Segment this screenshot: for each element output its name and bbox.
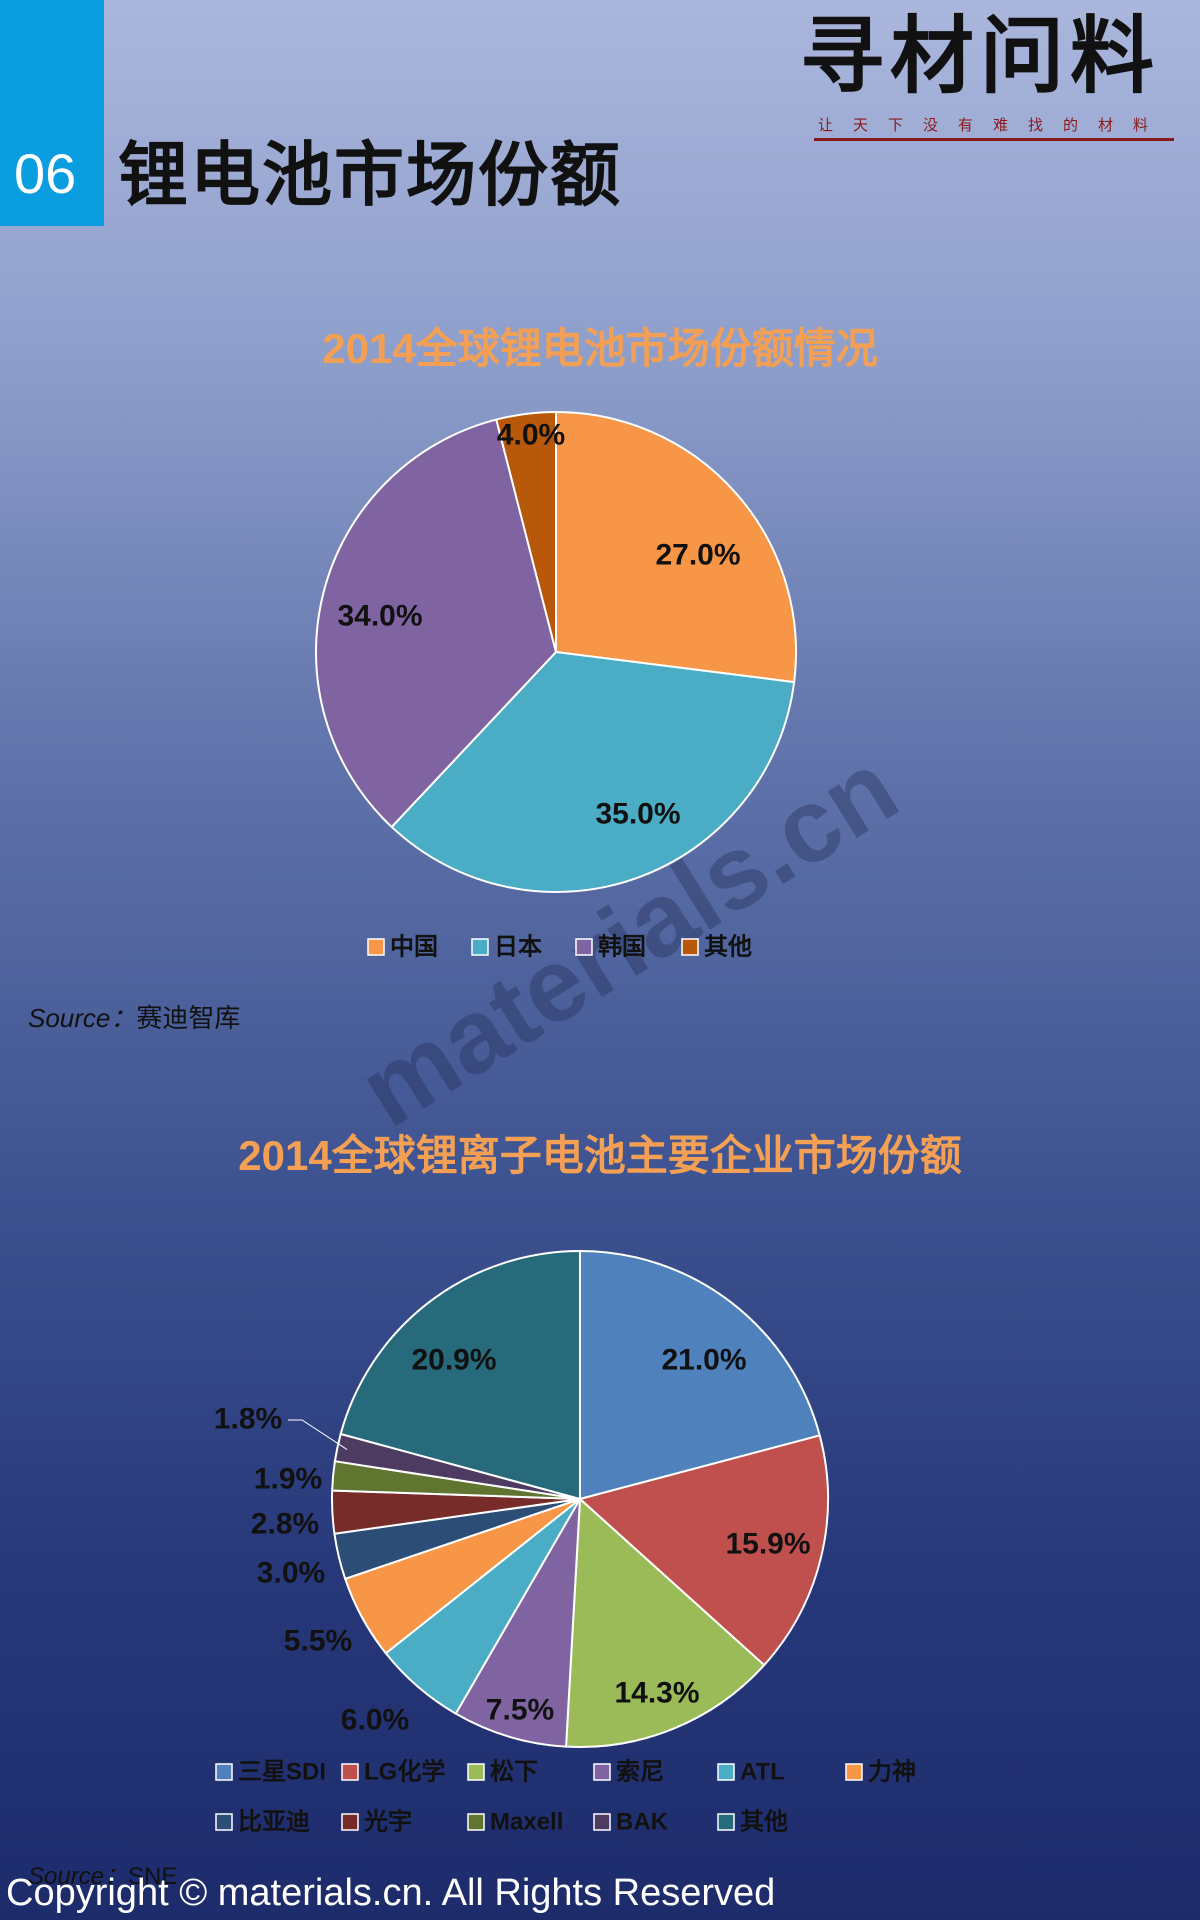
chart2-data-label-4: 6.0% bbox=[341, 1704, 409, 1737]
chart2-legend-label-10: 其他 bbox=[740, 1809, 788, 1836]
chart2-data-label-6: 3.0% bbox=[257, 1557, 325, 1590]
page-title: 锂电池市场份额 bbox=[118, 136, 622, 214]
chart1-data-label-3: 4.0% bbox=[497, 419, 565, 452]
chart2-slice-3 bbox=[454, 1498, 581, 1748]
logo-main-text: 寻材问料 bbox=[800, 6, 1161, 105]
chart2-data-label-7: 2.8% bbox=[251, 1508, 319, 1541]
chart1-data-label-1: 35.0% bbox=[595, 798, 680, 831]
chart2-slice-1 bbox=[577, 1434, 829, 1667]
chart2-legend-label-4: ATL bbox=[740, 1759, 785, 1786]
chart1-source: Source：赛迪智库 bbox=[28, 998, 240, 1035]
chart1-slice-2 bbox=[315, 418, 558, 829]
chart2-legend-swatch-5 bbox=[845, 1763, 863, 1781]
chart1-data-label-2: 34.0% bbox=[337, 600, 422, 633]
chart2-legend-label-1: LG化学 bbox=[364, 1758, 445, 1786]
chart1-slice-0 bbox=[555, 410, 797, 684]
chart2-legend-swatch-8 bbox=[467, 1813, 485, 1831]
chart1-slice-1 bbox=[390, 650, 796, 893]
chart2-legend-label-6: 比亚迪 bbox=[238, 1809, 310, 1836]
chart2-data-label-0: 21.0% bbox=[661, 1344, 746, 1377]
chart2-source-text: SNE bbox=[128, 1863, 178, 1890]
copyright-footer: Copyright © materials.cn. All Rights Res… bbox=[6, 1872, 776, 1914]
chart2-legend-swatch-0 bbox=[215, 1763, 233, 1781]
chart2-title: 2014全球锂离子电池主要企业市场份额 bbox=[238, 1132, 962, 1179]
chart1-legend-label-1: 日本 bbox=[494, 934, 542, 961]
chart1-legend-label-3: 其他 bbox=[704, 934, 752, 961]
chart2-legend-label-3: 索尼 bbox=[616, 1759, 664, 1786]
chart1-data-label-0: 27.0% bbox=[655, 539, 740, 572]
chart2-legend-label-7: 光宇 bbox=[363, 1809, 412, 1836]
chart2-data-label-10: 20.9% bbox=[411, 1344, 496, 1377]
chart1-slice-3 bbox=[495, 410, 557, 653]
chart2-slice-10 bbox=[339, 1249, 581, 1501]
chart2-source-label: Source： bbox=[28, 1863, 129, 1890]
chart2-data-label-5: 5.5% bbox=[284, 1625, 352, 1658]
chart2-legend-swatch-2 bbox=[467, 1763, 485, 1781]
chart2-source: Source：SNE bbox=[28, 1856, 177, 1891]
chart1-legend-label-2: 韩国 bbox=[598, 934, 646, 961]
chart2-legend-label-5: 力神 bbox=[868, 1759, 916, 1786]
logo-underline bbox=[814, 108, 1174, 141]
chart2-data-label-9: 1.8% bbox=[214, 1403, 282, 1436]
chart1-legend-label-0: 中国 bbox=[390, 934, 438, 961]
chart2-legend-label-2: 松下 bbox=[490, 1759, 538, 1786]
chart2-legend-swatch-1 bbox=[341, 1763, 359, 1781]
chart2-data-label-1: 15.9% bbox=[725, 1528, 810, 1561]
chart1-legend-swatch-0 bbox=[367, 938, 385, 956]
chart2-legend-label-9: BAK bbox=[616, 1809, 669, 1836]
chart2-legend-label-8: Maxell bbox=[490, 1809, 563, 1836]
chart1-title: 2014全球锂电池市场份额情况 bbox=[322, 325, 878, 372]
logo-tagline: 让天下没有难找的材料 bbox=[818, 117, 1169, 134]
brand-logo: 寻材问料 让天下没有难找的材料 bbox=[800, 6, 1195, 141]
chart1-pie: 27.0% 35.0% 34.0% 4.0% 中国 日本 韩国 其他 bbox=[315, 410, 797, 961]
chart2-slice-2 bbox=[565, 1496, 766, 1748]
chart2-legend-swatch-7 bbox=[341, 1813, 359, 1831]
chart2-data-label-2: 14.3% bbox=[614, 1677, 699, 1710]
chart2-legend-swatch-9 bbox=[593, 1813, 611, 1831]
chart1-source-text: 赛迪智库 bbox=[136, 1003, 241, 1033]
chart2-leader-line-9 bbox=[288, 1419, 348, 1450]
chart1-source-label: Source： bbox=[28, 1003, 137, 1033]
chart2-data-label-3: 7.5% bbox=[486, 1694, 554, 1727]
chart2-pie: 21.0% 15.9% 14.3% 7.5% 6.0% 5.5% 3.0% 2.8% 1.9% 1… bbox=[214, 1249, 916, 1836]
chart2-data-label-8: 1.9% bbox=[254, 1463, 322, 1496]
chart2-legend-swatch-6 bbox=[215, 1813, 233, 1831]
chart2-slice-0 bbox=[579, 1249, 821, 1501]
chart2-legend-label-0: 三星SDI bbox=[238, 1759, 326, 1786]
chart2-legend-swatch-3 bbox=[593, 1763, 611, 1781]
section-number-badge: 06 bbox=[0, 0, 104, 226]
chart1-legend-swatch-1 bbox=[471, 938, 489, 956]
chart1-legend-swatch-2 bbox=[575, 938, 593, 956]
section-number: 06 bbox=[14, 142, 77, 205]
chart2-legend-swatch-10 bbox=[717, 1813, 735, 1831]
chart1-legend-swatch-3 bbox=[681, 938, 699, 956]
chart2-legend-swatch-4 bbox=[717, 1763, 735, 1781]
